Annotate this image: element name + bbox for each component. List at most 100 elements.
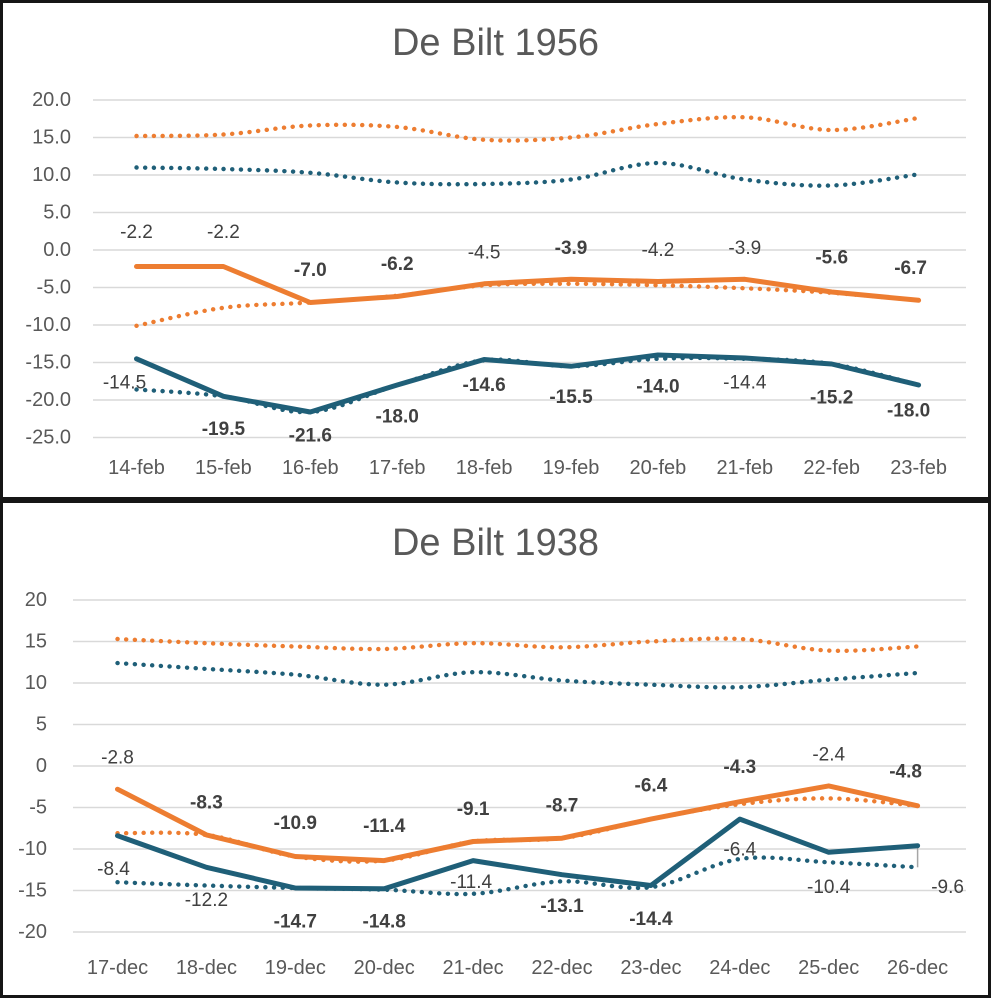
y-tick-label: -10.0 [25,314,71,336]
x-axis-labels: 14-feb 15-feb 16-feb 17-feb 18-feb 19-feb 20-f… [108,457,947,479]
max-temp-1938-label: -4.8 [889,761,922,782]
record-low-min-dotted-line [115,855,920,897]
record-high-max-dotted-line [115,636,920,654]
series-lines [115,636,921,897]
x-tick-label: 15-feb [195,457,252,479]
y-tick-label: 10 [25,672,47,694]
y-axis-labels: 20.0 15.0 10.0 5.0 0.0 -5.0 -10.0 -15.0 -20.0 -25… [25,89,71,449]
max-temp-1956-label: -6.2 [381,254,414,275]
chart-title-1938: De Bilt 1938 [391,522,599,564]
x-tick-label: 21-feb [716,457,773,479]
min-temp-1956-label: -14.5 [103,372,146,393]
x-tick-label: 22-feb [803,457,860,479]
gridlines [73,599,966,933]
x-tick-label: 20-dec [354,957,415,979]
min-temp-1938-line [115,816,921,892]
min-temp-1938-label: -14.4 [629,909,673,930]
min-temp-1956-label: -21.6 [289,426,332,447]
max-temp-1938-line [115,783,921,864]
min-temp-1956-label: -15.2 [810,388,853,409]
y-tick-label: 20 [25,589,47,611]
max-temp-1956-label: -5.6 [815,248,848,269]
min-temp-1938-label: -14.7 [274,912,317,933]
x-tick-label: 23-feb [890,457,947,479]
y-tick-label: -20.0 [25,389,71,411]
record-high-min-dotted-line [115,660,920,690]
min-temp-1956-line [134,352,922,415]
x-tick-label: 20-feb [630,457,687,479]
y-tick-label: -5.0 [37,277,71,299]
min-temp-1938-label: -12.2 [185,890,228,911]
record-low-max-dotted-line [134,281,921,328]
x-tick-label: 21-dec [443,957,504,979]
y-tick-label: 15 [25,631,47,653]
x-tick-label: 24-dec [709,957,770,979]
min-temp-1956-label: -14.4 [723,373,767,394]
min-temp-1938-label: -11.4 [450,872,492,893]
chart-title-1956: De Bilt 1956 [391,22,599,64]
x-tick-label: 14-feb [108,457,165,479]
y-tick-label: -10 [18,838,47,860]
chart-panel-1956: De Bilt 1956 20.0 15.0 10.0 5.0 0.0 -5.0 -10.0… [0,0,991,500]
y-tick-label: -15 [18,880,47,902]
max-temp-1956-label: -3.9 [728,238,761,259]
min-temp-1938-label: -14.8 [363,911,406,932]
min-temp-1938-label: -6.4 [723,840,756,861]
y-tick-label: 5.0 [43,202,71,224]
x-tick-label: 16-feb [282,457,339,479]
record-high-min-dotted-line [134,160,921,188]
max-temp-1956-label: -2.2 [120,222,153,243]
min-temp-1956-label: -19.5 [202,419,246,440]
min-temp-1956-label: -18.0 [887,401,930,422]
series-lines [134,114,922,415]
max-temp-1956-label: -3.9 [555,238,588,259]
min-temp-1956-label: -14.6 [462,375,505,396]
max-temp-1938-label: -8.3 [190,792,223,813]
y-tick-label: 20.0 [32,89,71,111]
data-labels: -2.2 -2.2 -7.0 -6.2 -4.5 -3.9 -4.2 -3.9 -5.6 -6.7… [103,222,930,447]
max-temp-1938-label: -8.7 [546,796,579,817]
x-tick-label: 25-dec [798,957,859,979]
min-temp-1956-label: -14.0 [636,377,679,398]
chart-canvas-1938: 20 15 10 5 0 -5 -10 -15 -20 17-dec 18-dec 19-dec 20-… [18,589,966,979]
max-temp-1938-label: -2.8 [101,748,134,769]
x-tick-label: 17-feb [369,457,426,479]
x-tick-label: 19-dec [265,957,326,979]
x-axis-labels: 17-dec 18-dec 19-dec 20-dec 21-dec 22-dec 23-d… [87,957,948,979]
max-temp-1956-label: -2.2 [207,222,240,243]
max-temp-1938-label: -4.3 [723,757,756,778]
y-tick-label: -15.0 [25,352,71,374]
y-tick-label: -20 [18,921,47,943]
min-temp-1956-label: -18.0 [376,407,419,428]
min-temp-1956-label: -15.5 [549,387,593,408]
chart-canvas-1956: 20.0 15.0 10.0 5.0 0.0 -5.0 -10.0 -15.0 -20.0 -25… [25,89,966,479]
max-temp-1956-label: -4.2 [642,240,675,261]
max-temp-1956-label: -4.5 [468,242,501,263]
x-tick-label: 23-dec [620,957,681,979]
y-tick-label: -25.0 [25,427,71,449]
chart-panel-1938: De Bilt 1938 20 15 10 5 0 -5 -10 -15 -20 17-dec 18… [0,500,991,998]
x-tick-label: 26-dec [887,957,948,979]
y-tick-label: 10.0 [32,164,71,186]
min-temp-1938-label: -10.4 [807,877,851,898]
max-temp-1938-label: -11.4 [363,816,406,837]
y-tick-label: 5 [36,714,47,736]
x-tick-label: 17-dec [87,957,148,979]
y-tick-label: 15.0 [32,127,71,149]
max-temp-1938-label: -6.4 [635,776,668,797]
y-tick-label: 0.0 [43,239,71,261]
x-tick-label: 22-dec [531,957,592,979]
min-temp-1938-label: -8.4 [97,859,130,880]
y-tick-label: -5 [29,797,47,819]
record-high-max-dotted-line [134,114,921,143]
x-tick-label: 19-feb [543,457,600,479]
max-temp-1956-line [134,264,922,305]
max-temp-1938-label: -10.9 [274,813,317,834]
data-labels: -2.8 -8.3 -10.9 -11.4 -9.1 -8.7 -6.4 -4.3 -2.4 -4… [97,744,964,932]
y-tick-label: 0 [36,755,47,777]
max-temp-1956-label: -7.0 [294,260,327,281]
max-temp-1938-label: -9.1 [457,799,490,820]
y-axis-labels: 20 15 10 5 0 -5 -10 -15 -20 [18,589,47,943]
max-temp-1938-label: -2.4 [812,744,845,765]
